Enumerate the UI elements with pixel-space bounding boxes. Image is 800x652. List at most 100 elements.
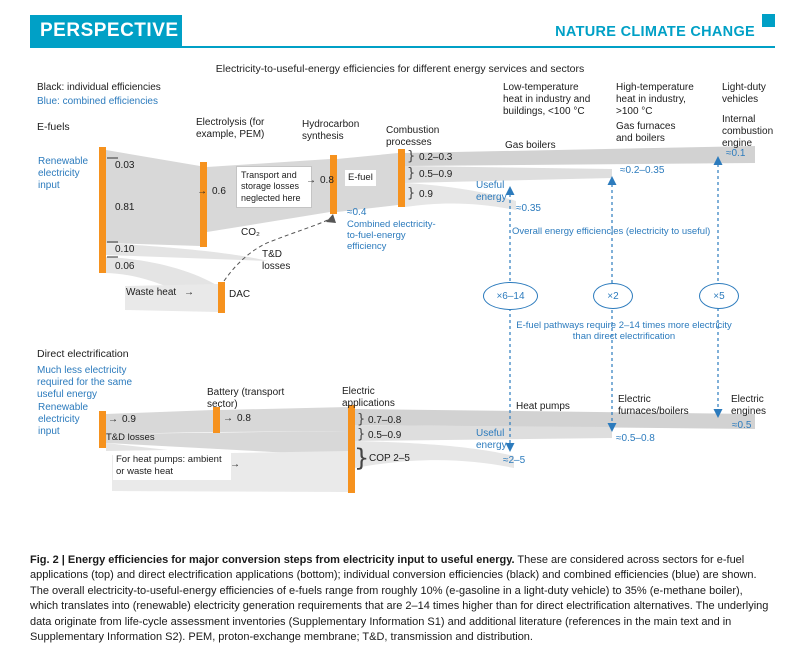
value-td-share: 0.10 <box>115 244 135 255</box>
value-electric-1: 0.7–0.8 <box>368 415 402 426</box>
value-useful-furnaces: ≈0.5–0.8 <box>616 433 655 444</box>
bar-dac <box>218 282 225 313</box>
flow-input-td-losses-bottom <box>106 443 168 451</box>
flow-battery-electric <box>220 407 348 432</box>
value-combustion-1: 0.2–0.3 <box>419 152 453 163</box>
caption-body: These are considered across sectors for … <box>30 554 769 643</box>
useful-energy-label-top: Useful energy <box>476 180 507 203</box>
value-electrolysis-share: 0.81 <box>115 202 135 213</box>
figure-caption: Fig. 2 | Energy efficiencies for major c… <box>30 553 772 645</box>
flow-combustion-furnaces <box>405 166 612 183</box>
value-useful-gas-furnaces: ≈0.2–0.35 <box>620 165 665 176</box>
bar-renewable-input-bottom <box>99 411 106 448</box>
electric-engines-label: Electric engines <box>731 394 767 417</box>
value-battery-out: 0.8 <box>237 413 251 424</box>
value-electric-3: COP 2–5 <box>369 453 410 464</box>
efuel-requirement-note: E-fuel pathways require 2–14 times more … <box>516 320 732 343</box>
brace-icon: } <box>407 166 416 181</box>
flow-wasteheat-dac <box>125 284 218 312</box>
legend-black: Black: individual efficiencies <box>37 82 161 93</box>
combined-efuel-value: ≈0.4 <box>347 207 367 218</box>
value-combustion-3: 0.9 <box>419 189 433 200</box>
flow-ticks <box>107 157 118 258</box>
value-useful-gas-boilers: ≈0.35 <box>516 203 541 214</box>
combustion-label: Combustion processes <box>386 125 440 148</box>
arrow-right-icon: → <box>108 414 118 425</box>
value-dac-share: 0.03 <box>115 160 135 171</box>
multiplier-high-temp: ×2 <box>593 283 633 309</box>
column-light-duty-vehicles: Light-duty vehicles <box>722 82 766 105</box>
bar-battery <box>213 407 220 433</box>
value-useful-heat-pumps: ≈2–5 <box>503 455 526 466</box>
waste-heat-label: Waste heat <box>126 287 177 298</box>
electric-furnaces-label: Electric furnaces/boilers <box>618 394 689 417</box>
direct-note: Much less electricity required for the s… <box>37 365 133 400</box>
value-combustion-2: 0.5–0.9 <box>419 169 453 180</box>
hydrocarbon-synthesis-label: Hydrocarbon synthesis <box>302 119 360 142</box>
value-electric-2: 0.5–0.9 <box>368 430 402 441</box>
legend-blue: Blue: combined efficiencies <box>37 96 158 107</box>
renewable-input-label-top: Renewable electricity input <box>38 156 89 191</box>
bar-renewable-input-top <box>99 147 106 273</box>
flow-electric-furnaces <box>355 425 612 441</box>
efficiency-arrowheads <box>505 156 723 452</box>
heat-pump-ambient-note: For heat pumps: ambient or waste heat <box>113 452 231 480</box>
arrow-right-icon: → <box>197 186 207 197</box>
ice-label: Internal combustion engine <box>722 114 774 149</box>
multiplier-low-temp: ×6–14 <box>483 282 538 310</box>
combined-efuel-note: Combined electricity-to-fuel-energy effi… <box>347 219 436 253</box>
flow-electric-engines <box>355 409 755 429</box>
journal-title: NATURE CLIMATE CHANGE <box>555 24 755 40</box>
td-losses-label-bottom: T&D losses <box>106 432 155 443</box>
flow-combustion-boilers <box>405 183 516 210</box>
heat-pumps-label: Heat pumps <box>516 401 570 412</box>
co2-arrowhead <box>326 214 336 223</box>
journal-section-banner: PERSPECTIVE <box>30 15 182 46</box>
battery-label: Battery (transport sector) <box>207 387 285 410</box>
value-useful-engines: ≈0.5 <box>732 420 752 431</box>
renewable-input-label-bottom: Renewable electricity input <box>38 402 89 437</box>
header-rule <box>30 46 775 48</box>
transport-losses-note: Transport and storage losses neglected h… <box>236 166 312 208</box>
value-input-bottom: 0.9 <box>122 414 136 425</box>
bar-combustion <box>398 149 405 207</box>
bar-hydrocarbon-synthesis <box>330 155 337 214</box>
gas-boilers-label: Gas boilers <box>505 140 556 151</box>
flow-input-electrolysis <box>106 150 200 246</box>
electrolysis-label: Electrolysis (for example, PEM) <box>196 117 265 140</box>
flow-electric-heatpumps <box>355 441 514 468</box>
efuel-label: E-fuel <box>345 170 376 186</box>
bar-electrolysis <box>200 162 207 247</box>
value-synthesis-out: 0.8 <box>320 175 334 186</box>
arrow-right-icon: → <box>230 459 240 470</box>
multiplier-vehicles: ×5 <box>699 283 739 309</box>
brace-icon: } <box>407 186 416 201</box>
value-useful-ice: ≈0.1 <box>726 148 746 159</box>
brace-icon: } <box>357 427 366 442</box>
figure-title: Electricity-to-useful-energy efficiencie… <box>215 63 585 75</box>
td-losses-label-top: T&D losses <box>262 249 291 272</box>
brace-icon: } <box>354 444 370 472</box>
efuels-section-label: E-fuels <box>37 121 70 133</box>
electric-applications-label: Electric applications <box>342 386 395 409</box>
dac-label: DAC <box>229 289 251 300</box>
co2-dashed-arrow <box>223 218 331 282</box>
arrow-right-icon: → <box>223 413 233 424</box>
flow-input-td-losses <box>106 243 268 261</box>
arrow-right-icon: → <box>184 287 194 298</box>
value-other-share: 0.06 <box>115 261 135 272</box>
direct-section-label: Direct electrification <box>37 348 129 360</box>
brand-square <box>762 14 775 27</box>
useful-energy-label-bottom: Useful energy <box>476 428 507 451</box>
column-low-temp-heat: Low-temperature heat in industry and bui… <box>503 82 591 117</box>
flow-input-battery <box>106 410 213 434</box>
flow-input-electric <box>106 431 348 456</box>
value-electrolysis-out: 0.6 <box>212 186 226 197</box>
flow-combustion-ice <box>405 146 755 166</box>
brace-icon: } <box>357 412 366 427</box>
journal-section-label: PERSPECTIVE <box>40 19 179 41</box>
bar-electric-applications <box>348 405 355 493</box>
flow-input-dac <box>106 257 218 312</box>
gas-furnaces-label: Gas furnaces and boilers <box>616 121 676 144</box>
